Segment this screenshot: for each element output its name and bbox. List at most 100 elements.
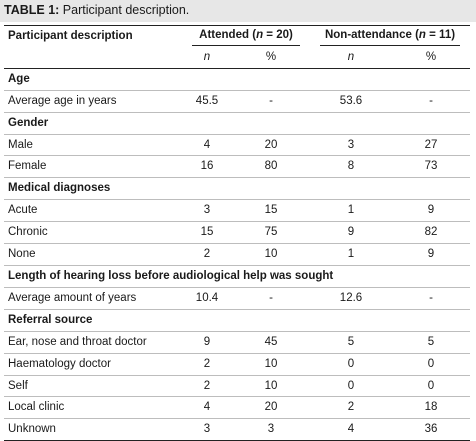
section-title: Gender: [4, 112, 471, 135]
nonattend-n-cell: 1: [310, 199, 392, 223]
attended-n-cell: 16: [182, 155, 232, 179]
section-title: Medical diagnoses: [4, 177, 471, 201]
caption-prefix: TABLE 1:: [4, 3, 60, 17]
section-title: Referral source: [4, 309, 471, 332]
subheader-nonattend-pct: %: [392, 46, 471, 69]
subheader-nonattend-n: n: [310, 46, 392, 69]
header-attended: Attended (n = 20): [182, 24, 310, 47]
row-label: Self: [4, 375, 182, 398]
row-label: Unknown: [4, 418, 182, 441]
attended-n-cell: 45.5: [182, 90, 232, 113]
section-title: Length of hearing loss before audiologic…: [4, 265, 471, 288]
nonattend-pct-cell: 0: [392, 375, 471, 398]
table-row: Haematology doctor 2 10 0 0: [4, 353, 471, 376]
subheader-attended-pct: %: [232, 46, 310, 69]
attended-pct-cell: 10: [232, 375, 310, 398]
row-label: Average age in years: [4, 90, 182, 113]
participant-table: Participant description Attended (n = 20…: [4, 24, 471, 441]
nonattend-pct-cell: -: [392, 287, 471, 310]
attended-pct-cell: -: [232, 90, 310, 113]
row-label: Local clinic: [4, 396, 182, 420]
row-label: Female: [4, 155, 182, 179]
nonattend-n-cell: 0: [310, 375, 392, 398]
nonattend-n-cell: 2: [310, 396, 392, 420]
row-label: Male: [4, 134, 182, 157]
table-row: None 2 10 1 9: [4, 243, 471, 266]
section-title: Age: [4, 68, 471, 91]
nonattend-n-cell: 0: [310, 353, 392, 376]
section-row: Gender: [4, 112, 471, 135]
attended-n-cell: 10.4: [182, 287, 232, 310]
attended-pct-cell: 10: [232, 353, 310, 376]
header-participant-description: Participant description: [4, 24, 182, 47]
table-row: Average age in years 45.5-53.6-: [4, 90, 471, 113]
subheader-attended-n: n: [182, 46, 232, 69]
header-non-attendance-title: Non-attendance: [324, 29, 412, 42]
nonattend-n-cell: 4: [310, 418, 392, 441]
header-non-attendance-n: (n = 11): [415, 29, 456, 42]
table-row: Unknown 3 3 4 36: [4, 418, 471, 441]
subheader-blank: [4, 46, 182, 69]
nonattend-n-cell: 8: [310, 155, 392, 179]
header-row: Participant description Attended (n = 20…: [4, 24, 471, 47]
attended-n-cell: 3: [182, 418, 232, 441]
attended-n-cell: 2: [182, 353, 232, 376]
header-attended-n: (n = 20): [252, 29, 293, 42]
attended-pct-cell: 45: [232, 331, 310, 354]
table-row: Local clinic 4 20 2 18: [4, 396, 471, 420]
attended-n-cell: 2: [182, 243, 232, 266]
nonattend-n-cell: 5: [310, 331, 392, 354]
table-row: Ear, nose and throat doctor 9 45 5 5: [4, 331, 471, 354]
header-non-attendance: Non-attendance (n = 11): [310, 24, 471, 47]
attended-pct-cell: 10: [232, 243, 310, 266]
section-row: Medical diagnoses: [4, 177, 471, 201]
table-body: Age Average age in years 45.5-53.6- Gender M…: [4, 68, 471, 441]
attended-n-cell: 3: [182, 199, 232, 223]
nonattend-pct-cell: 0: [392, 353, 471, 376]
attended-pct-cell: 75: [232, 221, 310, 245]
attended-pct-cell: 15: [232, 199, 310, 223]
table-row: Self 2 10 0 0: [4, 375, 471, 398]
nonattend-n-cell: 1: [310, 243, 392, 266]
table-row: Chronic 15 75 9 82: [4, 221, 471, 245]
attended-n-cell: 4: [182, 396, 232, 420]
section-row: Age: [4, 68, 471, 91]
subheader-row: n % n %: [4, 46, 471, 69]
attended-pct-cell: 80: [232, 155, 310, 179]
table-row: Female 16 80 8 73: [4, 155, 471, 179]
attended-n-cell: 2: [182, 375, 232, 398]
nonattend-pct-cell: 18: [392, 396, 471, 420]
caption-bar: [0, 0, 476, 22]
attended-pct-cell: 3: [232, 418, 310, 441]
nonattend-n-cell: 53.6: [310, 90, 392, 113]
table-row: Male 4 20 3 27: [4, 134, 471, 157]
nonattend-n-cell: 3: [310, 134, 392, 157]
attended-n-cell: 9: [182, 331, 232, 354]
section-row: Length of hearing loss before audiologic…: [4, 265, 471, 288]
nonattend-pct-cell: 36: [392, 418, 471, 441]
table-row: Average amount of years 10.4-12.6-: [4, 287, 471, 310]
row-label: Acute: [4, 199, 182, 223]
nonattend-pct-cell: 27: [392, 134, 471, 157]
nonattend-pct-cell: 82: [392, 221, 471, 245]
nonattend-pct-cell: 5: [392, 331, 471, 354]
row-label: Chronic: [4, 221, 182, 245]
section-row: Referral source: [4, 309, 471, 332]
nonattend-pct-cell: 73: [392, 155, 471, 179]
attended-pct-cell: 20: [232, 134, 310, 157]
nonattend-pct-cell: 9: [392, 199, 471, 223]
attended-n-cell: 4: [182, 134, 232, 157]
table-caption: TABLE 1: Participant description.: [4, 3, 189, 17]
nonattend-pct-cell: -: [392, 90, 471, 113]
row-label: Average amount of years: [4, 287, 182, 310]
nonattend-pct-cell: 9: [392, 243, 471, 266]
attended-n-cell: 15: [182, 221, 232, 245]
attended-pct-cell: -: [232, 287, 310, 310]
nonattend-n-cell: 9: [310, 221, 392, 245]
header-attended-title: Attended: [199, 29, 250, 42]
nonattend-n-cell: 12.6: [310, 287, 392, 310]
row-label: Ear, nose and throat doctor: [4, 331, 182, 354]
row-label: None: [4, 243, 182, 266]
table-row: Acute 3 15 1 9: [4, 199, 471, 223]
